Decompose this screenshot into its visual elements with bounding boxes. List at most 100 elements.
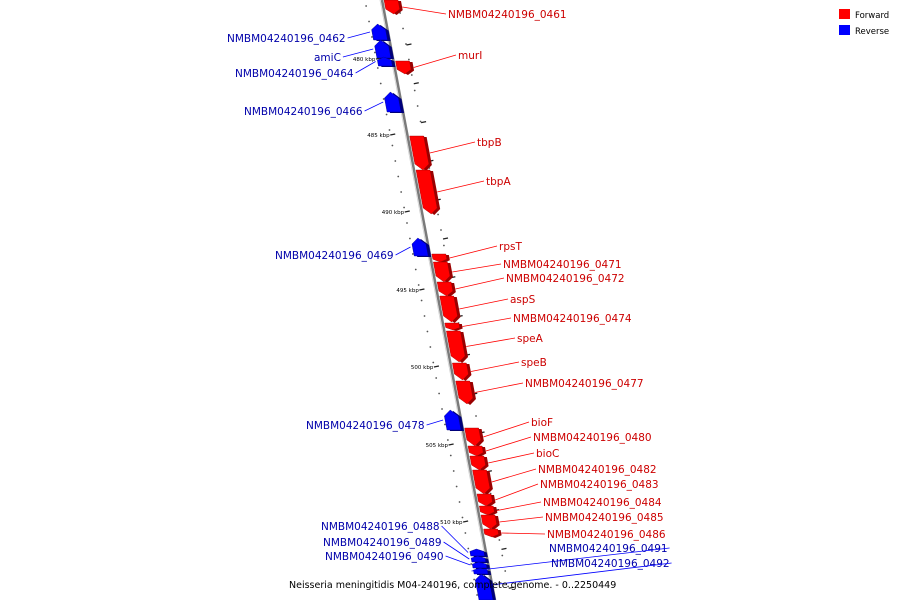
gene-leader-line — [452, 263, 502, 273]
gene-arrow-bioC[interactable] — [469, 455, 489, 471]
gene-arrow-murI[interactable] — [395, 60, 415, 75]
legend-reverse-label: Reverse — [855, 27, 889, 37]
gene-leader-line — [497, 501, 542, 511]
gene-arrow-NMBM04240196_0488[interactable] — [469, 548, 488, 557]
gene-label-NMBM04240196_0462[interactable]: NMBM04240196_0462 — [227, 33, 346, 45]
minor-tick-dot — [376, 67, 379, 69]
gene-arrow-speA[interactable] — [446, 330, 469, 363]
gene-arrow-tbpA[interactable] — [415, 169, 441, 215]
gene-label-amiC[interactable]: amiC — [314, 52, 341, 64]
gene-label-NMBM04240196_0477[interactable]: NMBM04240196_0477 — [525, 378, 644, 390]
gene-label-aspS[interactable]: aspS — [510, 294, 536, 306]
minor-tick-dot — [432, 361, 435, 364]
gene-label-NMBM04240196_0461[interactable]: NMBM04240196_0461 — [448, 9, 567, 21]
gene-leader-line — [501, 532, 546, 535]
gene-leader-line — [445, 555, 471, 566]
minor-tick-dot — [406, 222, 408, 224]
tick-label: 485 kbp — [367, 133, 390, 139]
gene-label-NMBM04240196_0466[interactable]: NMBM04240196_0466 — [244, 106, 363, 118]
gene-leader-line — [474, 382, 524, 393]
minor-tick-dot — [438, 392, 441, 395]
gene-label-NMBM04240196_0483[interactable]: NMBM04240196_0483 — [540, 479, 659, 491]
gene-arrow-body — [383, 0, 400, 15]
gene-arrow-body — [374, 39, 392, 59]
gene-label-bioF[interactable]: bioF — [531, 417, 553, 429]
gene-arrow-NMBM04240196_0490[interactable] — [472, 561, 490, 569]
gene-arrow-amiC[interactable] — [374, 39, 394, 59]
gene-label-speA[interactable]: speA — [517, 333, 544, 345]
gene-arrow-NMBM04240196_0484[interactable] — [479, 505, 498, 516]
minor-tick-dot — [437, 213, 439, 216]
gene-leader-line — [483, 421, 530, 438]
gene-leader-line — [459, 298, 509, 310]
gene-arrow-tbpB[interactable] — [409, 135, 432, 171]
gene-arrow-body — [455, 380, 474, 405]
gene-arrow-NMBM04240196_0472[interactable] — [436, 281, 456, 297]
gene-arrow-speB[interactable] — [452, 362, 472, 381]
gene-label-NMBM04240196_0486[interactable]: NMBM04240196_0486 — [547, 529, 666, 541]
gene-arrow-NMBM04240196_0478[interactable] — [444, 409, 464, 431]
gene-arrow-NMBM04240196_0477[interactable] — [455, 380, 476, 405]
legend-forward-label: Forward — [855, 11, 889, 21]
gene-label-NMBM04240196_0492[interactable]: NMBM04240196_0492 — [551, 558, 670, 570]
minor-tick-dot — [410, 74, 413, 76]
minor-tick-dot — [426, 330, 429, 333]
gene-arrow-NMBM04240196_0492[interactable] — [475, 573, 496, 600]
gene-arrow-bioF[interactable] — [464, 427, 484, 447]
gene-label-murI[interactable]: murI — [458, 50, 482, 62]
gene-arrow-NMBM04240196_0480[interactable] — [467, 445, 487, 457]
gene-label-NMBM04240196_0474[interactable]: NMBM04240196_0474 — [513, 313, 632, 325]
major-tick — [433, 365, 440, 368]
gene-arrow-NMBM04240196_0471[interactable] — [433, 261, 453, 283]
gene-arrow-NMBM04240196_0462[interactable] — [371, 23, 391, 41]
gene-arrow-NMBM04240196_0464[interactable] — [377, 56, 396, 67]
gene-arrow-NMBM04240196_0485[interactable] — [480, 514, 500, 530]
gene-label-NMBM04240196_0472[interactable]: NMBM04240196_0472 — [506, 273, 625, 285]
minor-tick-dot — [365, 5, 368, 7]
gene-arrow-NMBM04240196_0474[interactable] — [444, 322, 463, 331]
gene-label-NMBM04240196_0469[interactable]: NMBM04240196_0469 — [275, 250, 394, 262]
gene-arrow-NMBM04240196_0486[interactable] — [483, 528, 502, 538]
minor-tick-dot — [440, 229, 442, 231]
minor-tick-dot — [417, 284, 420, 286]
minor-tick-dot — [420, 299, 423, 302]
gene-label-NMBM04240196_0491[interactable]: NMBM04240196_0491 — [549, 543, 668, 555]
gene-leader-line — [474, 562, 672, 588]
gene-arrow-NMBM04240196_0483[interactable] — [476, 493, 496, 507]
gene-label-NMBM04240196_0488[interactable]: NMBM04240196_0488 — [321, 521, 440, 533]
gene-arrow-aspS[interactable] — [439, 295, 461, 323]
minor-tick-dot — [455, 485, 458, 488]
gene-leader-line — [429, 141, 476, 154]
gene-label-NMBM04240196_0485[interactable]: NMBM04240196_0485 — [545, 512, 664, 524]
gene-label-speB[interactable]: speB — [521, 357, 547, 369]
gene-label-tbpB[interactable]: tbpB — [477, 137, 502, 149]
gene-label-rpsT[interactable]: rpsT — [499, 241, 522, 253]
gene-arrow-NMBM04240196_0461[interactable] — [383, 0, 403, 15]
gene-arrow-NMBM04240196_0482[interactable] — [472, 469, 493, 495]
gene-leader-line — [413, 54, 457, 68]
gene-arrow-rpsT[interactable] — [431, 253, 450, 263]
gene-label-tbpA[interactable]: tbpA — [486, 176, 511, 188]
gene-label-NMBM04240196_0490[interactable]: NMBM04240196_0490 — [325, 551, 444, 563]
gene-leader-line — [437, 180, 485, 193]
minor-tick-dot — [443, 244, 445, 247]
gene-label-bioC[interactable]: bioC — [536, 448, 559, 460]
minor-tick-dot — [371, 36, 373, 38]
gene-leader-line — [441, 525, 469, 553]
gene-label-NMBM04240196_0484[interactable]: NMBM04240196_0484 — [543, 497, 662, 509]
minor-tick-dot — [385, 113, 388, 116]
gene-label-NMBM04240196_0464[interactable]: NMBM04240196_0464 — [235, 68, 354, 80]
gene-label-NMBM04240196_0478[interactable]: NMBM04240196_0478 — [306, 420, 425, 432]
minor-tick-dot — [467, 547, 470, 550]
intermediate-tick — [406, 43, 412, 46]
minor-tick-dot — [402, 27, 404, 30]
gene-arrow-NMBM04240196_0489[interactable] — [470, 555, 489, 563]
gene-arrow-NMBM04240196_0466[interactable] — [384, 91, 405, 113]
gene-label-NMBM04240196_0482[interactable]: NMBM04240196_0482 — [538, 464, 657, 476]
minor-tick-dot — [501, 554, 504, 557]
backbone-layer — [379, 0, 497, 600]
gene-arrow-NMBM04240196_0469[interactable] — [411, 237, 432, 257]
gene-label-NMBM04240196_0489[interactable]: NMBM04240196_0489 — [323, 537, 442, 549]
gene-label-NMBM04240196_0480[interactable]: NMBM04240196_0480 — [533, 432, 652, 444]
gene-label-NMBM04240196_0471[interactable]: NMBM04240196_0471 — [503, 259, 622, 271]
